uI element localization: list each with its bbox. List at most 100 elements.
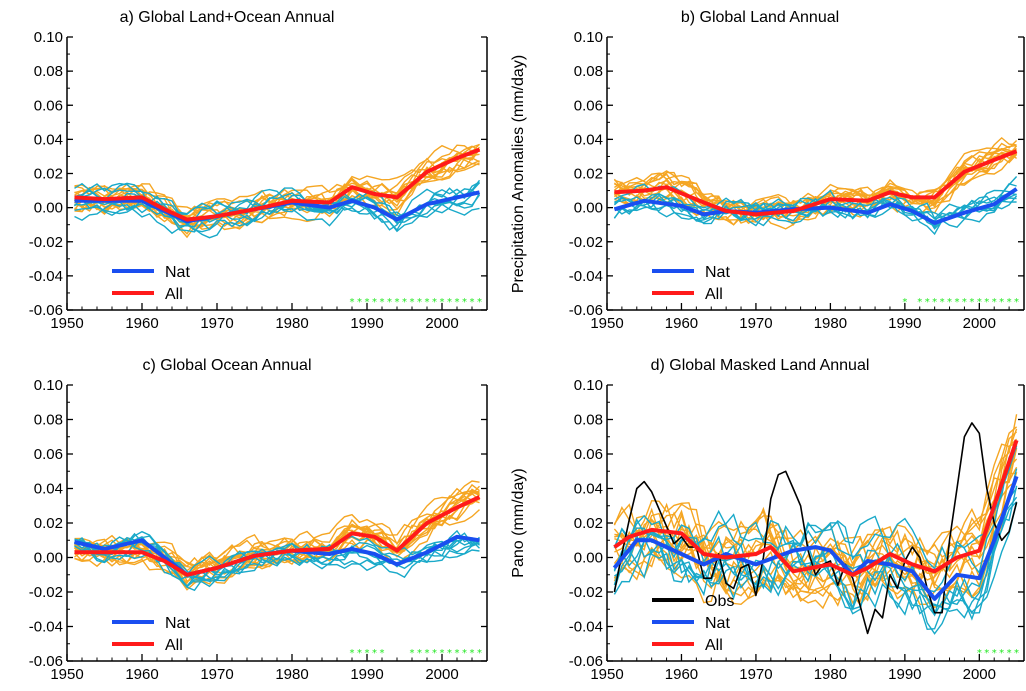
y-tick-label: -0.06 xyxy=(569,653,603,670)
significance-star: * xyxy=(984,297,989,308)
legend-label-all: All xyxy=(705,637,723,654)
significance-star: * xyxy=(470,297,475,308)
axes: -0.06 -0.04 -0.02 0.00 0.02 0.04 0.06 0.08 0.10 1… xyxy=(29,29,488,332)
y-tick-label: 0.02 xyxy=(34,166,63,183)
significance-star: * xyxy=(462,648,467,659)
ensemble-member-line xyxy=(613,480,1018,610)
significance-star: * xyxy=(962,297,967,308)
legend: Nat All xyxy=(112,615,190,654)
y-tick-label: 0.10 xyxy=(574,29,603,46)
plot-area xyxy=(73,480,481,592)
x-tick-label: 2000 xyxy=(963,315,996,332)
significance-star: * xyxy=(954,297,959,308)
significance-star: * xyxy=(470,648,475,659)
x-tick-label: 1970 xyxy=(200,315,233,332)
x-tick-label: 2000 xyxy=(963,666,996,683)
y-tick-label: 0.00 xyxy=(574,550,603,567)
significance-star: * xyxy=(380,297,385,308)
ensemble-member-line xyxy=(613,502,1018,631)
y-tick-label: -0.04 xyxy=(569,268,603,285)
significance-star: * xyxy=(440,648,445,659)
significance-star: * xyxy=(350,648,355,659)
significance-star: * xyxy=(477,648,482,659)
x-tick-label: 1970 xyxy=(739,666,772,683)
significance-star: * xyxy=(417,297,422,308)
ensemble-member-line xyxy=(613,154,1018,230)
y-tick-label: 0.00 xyxy=(34,550,63,567)
legend: Obs Nat All xyxy=(652,593,734,654)
significance-star: * xyxy=(425,297,430,308)
plot-area xyxy=(73,143,481,239)
significance-star: * xyxy=(380,648,385,659)
significance-star: * xyxy=(365,648,370,659)
significance-star: * xyxy=(940,297,945,308)
series-line-nat xyxy=(613,187,1018,225)
y-tick-label: -0.06 xyxy=(569,302,603,319)
significance-star: * xyxy=(947,297,952,308)
significance-star: * xyxy=(455,648,460,659)
significance-star: * xyxy=(372,648,377,659)
y-tick-label: 0.10 xyxy=(34,29,63,46)
series-line-all xyxy=(74,147,481,222)
axes: -0.06 -0.04 -0.02 0.00 0.02 0.04 0.06 0.08 0.10 1… xyxy=(569,377,1025,683)
significance-star: * xyxy=(477,297,482,308)
y-tick-label: 0.06 xyxy=(34,97,63,114)
y-tick-label: -0.04 xyxy=(569,619,603,636)
y-tick-label: 0.08 xyxy=(574,412,603,429)
y-tick-label: -0.06 xyxy=(29,653,63,670)
y-tick-label: -0.04 xyxy=(29,268,63,285)
panel-4: d) Global Masked Land Annual Pano (mm/day… xyxy=(510,357,1025,683)
significance-star: * xyxy=(984,648,989,659)
ensemble-member-line xyxy=(613,468,1018,617)
y-tick-label: 0.04 xyxy=(34,131,63,148)
legend-label-nat: Nat xyxy=(705,264,730,281)
series-line-all xyxy=(614,149,1018,217)
x-tick-label: 1980 xyxy=(275,315,308,332)
y-tick-label: 0.02 xyxy=(574,515,603,532)
significance-star: * xyxy=(969,297,974,308)
x-tick-label: 1980 xyxy=(275,666,308,683)
y-tick-label: -0.02 xyxy=(29,584,63,601)
y-tick-label: 0.00 xyxy=(574,200,603,217)
y-tick-label: 0.10 xyxy=(574,377,603,394)
y-tick-label: 0.04 xyxy=(34,481,63,498)
y-tick-label: 0.06 xyxy=(34,446,63,463)
significance-star: * xyxy=(432,297,437,308)
series-line-nat xyxy=(74,534,480,577)
ensemble-member-line xyxy=(614,414,1018,589)
x-tick-label: 1960 xyxy=(125,315,158,332)
y-tick-label: 0.08 xyxy=(34,63,63,80)
ensemble-member-line xyxy=(73,162,480,239)
ensemble-member-line xyxy=(74,144,480,218)
y-tick-label: 0.06 xyxy=(574,446,603,463)
significance-star: * xyxy=(992,648,997,659)
x-tick-label: 1990 xyxy=(888,666,921,683)
significance-star: * xyxy=(425,648,430,659)
significance-star: * xyxy=(462,297,467,308)
x-tick-label: 1950 xyxy=(590,666,623,683)
panel-title: b) Global Land Annual xyxy=(681,9,839,26)
significance-star: * xyxy=(999,297,1004,308)
ensemble-member-line xyxy=(614,193,1017,222)
significance-star: * xyxy=(902,297,907,308)
significance-star: * xyxy=(925,297,930,308)
significance-star: * xyxy=(932,297,937,308)
panel-title: a) Global Land+Ocean Annual xyxy=(120,9,335,26)
significance-star: * xyxy=(417,648,422,659)
significance-star: * xyxy=(357,297,362,308)
significance-star: * xyxy=(395,297,400,308)
significance-star: * xyxy=(402,297,407,308)
legend-label-nat: Nat xyxy=(165,264,190,281)
x-tick-label: 1990 xyxy=(350,315,383,332)
significance-star: * xyxy=(455,297,460,308)
y-tick-label: 0.02 xyxy=(574,166,603,183)
x-tick-label: 1950 xyxy=(50,315,83,332)
legend-label-all: All xyxy=(165,286,183,303)
significance-star: * xyxy=(440,297,445,308)
x-tick-label: 1960 xyxy=(125,666,158,683)
significance-star: * xyxy=(977,297,982,308)
x-tick-label: 1990 xyxy=(888,315,921,332)
panel-1: a) Global Land+Ocean Annual-0.06-0.04-0.… xyxy=(29,9,488,332)
legend: Nat All xyxy=(112,264,190,303)
